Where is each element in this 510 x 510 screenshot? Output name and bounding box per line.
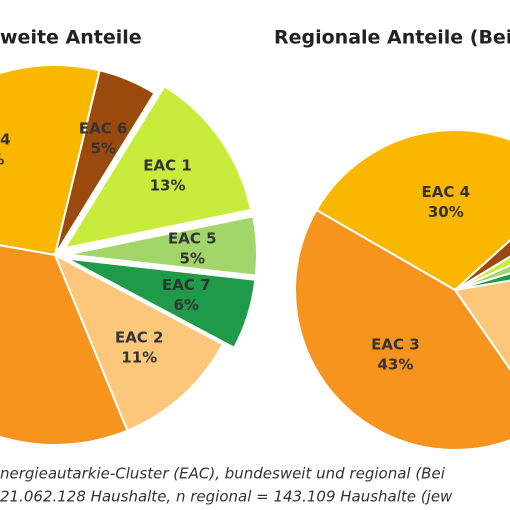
pie-slice [0, 244, 129, 446]
pie-slice [453, 279, 510, 371]
value-label: 5% [90, 140, 115, 158]
slice-label: EAC 4 [0, 131, 11, 149]
slice-label: EAC 2 [115, 328, 164, 346]
slice-label: EAC 7 [162, 276, 211, 294]
slice-label: EAC 6 [79, 120, 128, 138]
value-label: 13% [150, 177, 186, 195]
slice-label: EAC 5 [168, 229, 217, 247]
pie-slice [294, 208, 510, 451]
value-label: 43% [377, 355, 413, 373]
pie-slice [454, 255, 510, 291]
pie-slice [66, 215, 258, 277]
pie-slice [62, 84, 253, 250]
caption: nergieautarkie-Cluster (EAC), bundesweit… [0, 465, 446, 483]
pie-slice [53, 252, 225, 432]
pie-slice [0, 64, 101, 257]
pie-slice [454, 272, 510, 291]
value-label: 6% [174, 296, 199, 314]
value-label: 30% [428, 203, 464, 221]
slice-label: EAC 4 [422, 183, 471, 201]
pie-slice [315, 129, 510, 292]
chart-title: Regionale Anteile (Beis [274, 27, 510, 49]
slice-label: EAC 3 [371, 335, 420, 353]
value-label: 11% [121, 348, 157, 366]
chart-title: weite Anteile [0, 27, 142, 49]
caption: 21.062.128 Haushalte, n regional = 143.1… [0, 488, 453, 506]
value-label: 5% [180, 249, 205, 267]
pie-slice [54, 69, 156, 256]
slice-label: EAC 1 [143, 157, 192, 175]
pie-slice [65, 257, 257, 350]
value-label: 26% [0, 151, 4, 169]
